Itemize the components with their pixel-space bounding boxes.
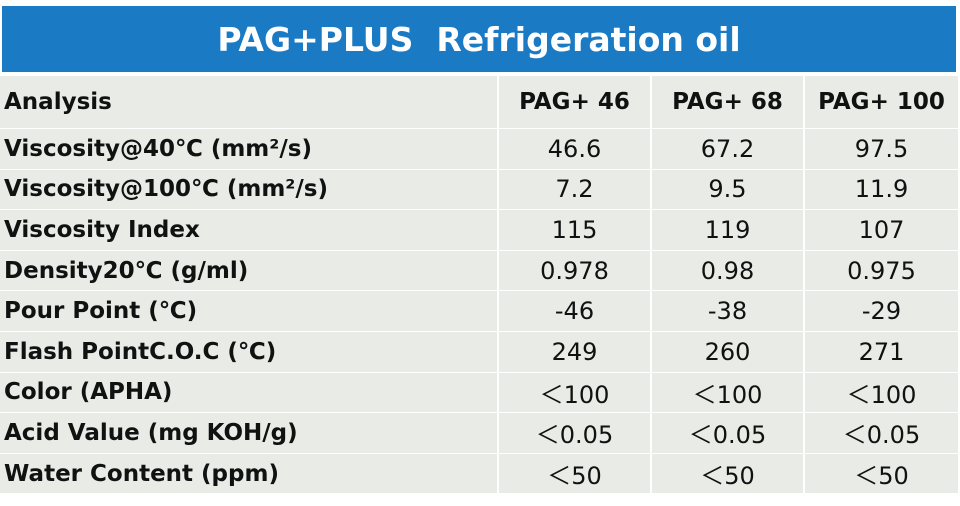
table-cell: 9.5 [652,169,805,211]
table-row: Flash PointC.O.C (℃) 249 260 271 [0,331,958,373]
row-label: Acid Value (mg KOH/g) [0,413,499,454]
row-label: Viscosity@100℃ (mm²/s) [0,169,499,211]
table-cell: 97.5 [805,129,958,170]
table-header-row: Analysis PAG+ 46 PAG+ 68 PAG+ 100 [0,76,958,129]
table-cell: ＜50 [499,453,652,495]
table-cell: ＜100 [805,372,958,414]
header-cell-pag100: PAG+ 100 [805,76,958,129]
table-cell: ＜100 [652,372,805,414]
table-row: Viscosity@40℃ (mm²/s) 46.6 67.2 97.5 [0,129,958,170]
row-label: Density20℃ (g/ml) [0,250,499,292]
row-label: Pour Point (℃) [0,291,499,332]
header-cell-analysis: Analysis [0,76,499,129]
table-row: Viscosity@100℃ (mm²/s) 7.2 9.5 11.9 [0,169,958,211]
header-cell-pag68: PAG+ 68 [652,76,805,129]
row-label: Viscosity@40℃ (mm²/s) [0,129,499,170]
header-cell-pag46: PAG+ 46 [499,76,652,129]
table-cell: ＜100 [499,372,652,414]
table-row: Pour Point (℃) -46 -38 -29 [0,291,958,332]
table-row: Water Content (ppm) ＜50 ＜50 ＜50 [0,453,958,495]
table-row: Density20℃ (g/ml) 0.978 0.98 0.975 [0,250,958,292]
table-cell: 0.975 [805,250,958,292]
table-cell: -46 [499,291,652,332]
table-row: Viscosity Index 115 119 107 [0,210,958,251]
title-banner: PAG+PLUS Refrigeration oil [2,6,956,72]
page-title: PAG+PLUS Refrigeration oil [217,19,741,59]
table-cell: ＜50 [652,453,805,495]
table-cell: ＜50 [805,453,958,495]
table-row: Color (APHA) ＜100 ＜100 ＜100 [0,372,958,414]
table-cell: ＜0.05 [652,413,805,454]
table-cell: 119 [652,210,805,251]
row-label: Flash PointC.O.C (℃) [0,331,499,373]
table-cell: 7.2 [499,169,652,211]
table-cell: 11.9 [805,169,958,211]
row-label: Viscosity Index [0,210,499,251]
table-cell: 107 [805,210,958,251]
row-label: Water Content (ppm) [0,453,499,495]
table-cell: 260 [652,331,805,373]
table-cell: 115 [499,210,652,251]
table-cell: -29 [805,291,958,332]
table-cell: 271 [805,331,958,373]
spec-table: Analysis PAG+ 46 PAG+ 68 PAG+ 100 Viscos… [0,76,958,495]
table-cell: ＜0.05 [499,413,652,454]
table-cell: 0.98 [652,250,805,292]
table-cell: 46.6 [499,129,652,170]
table-row: Acid Value (mg KOH/g) ＜0.05 ＜0.05 ＜0.05 [0,413,958,454]
table-cell: ＜0.05 [805,413,958,454]
table-cell: 249 [499,331,652,373]
table-cell: -38 [652,291,805,332]
row-label: Color (APHA) [0,372,499,414]
table-cell: 67.2 [652,129,805,170]
table-cell: 0.978 [499,250,652,292]
